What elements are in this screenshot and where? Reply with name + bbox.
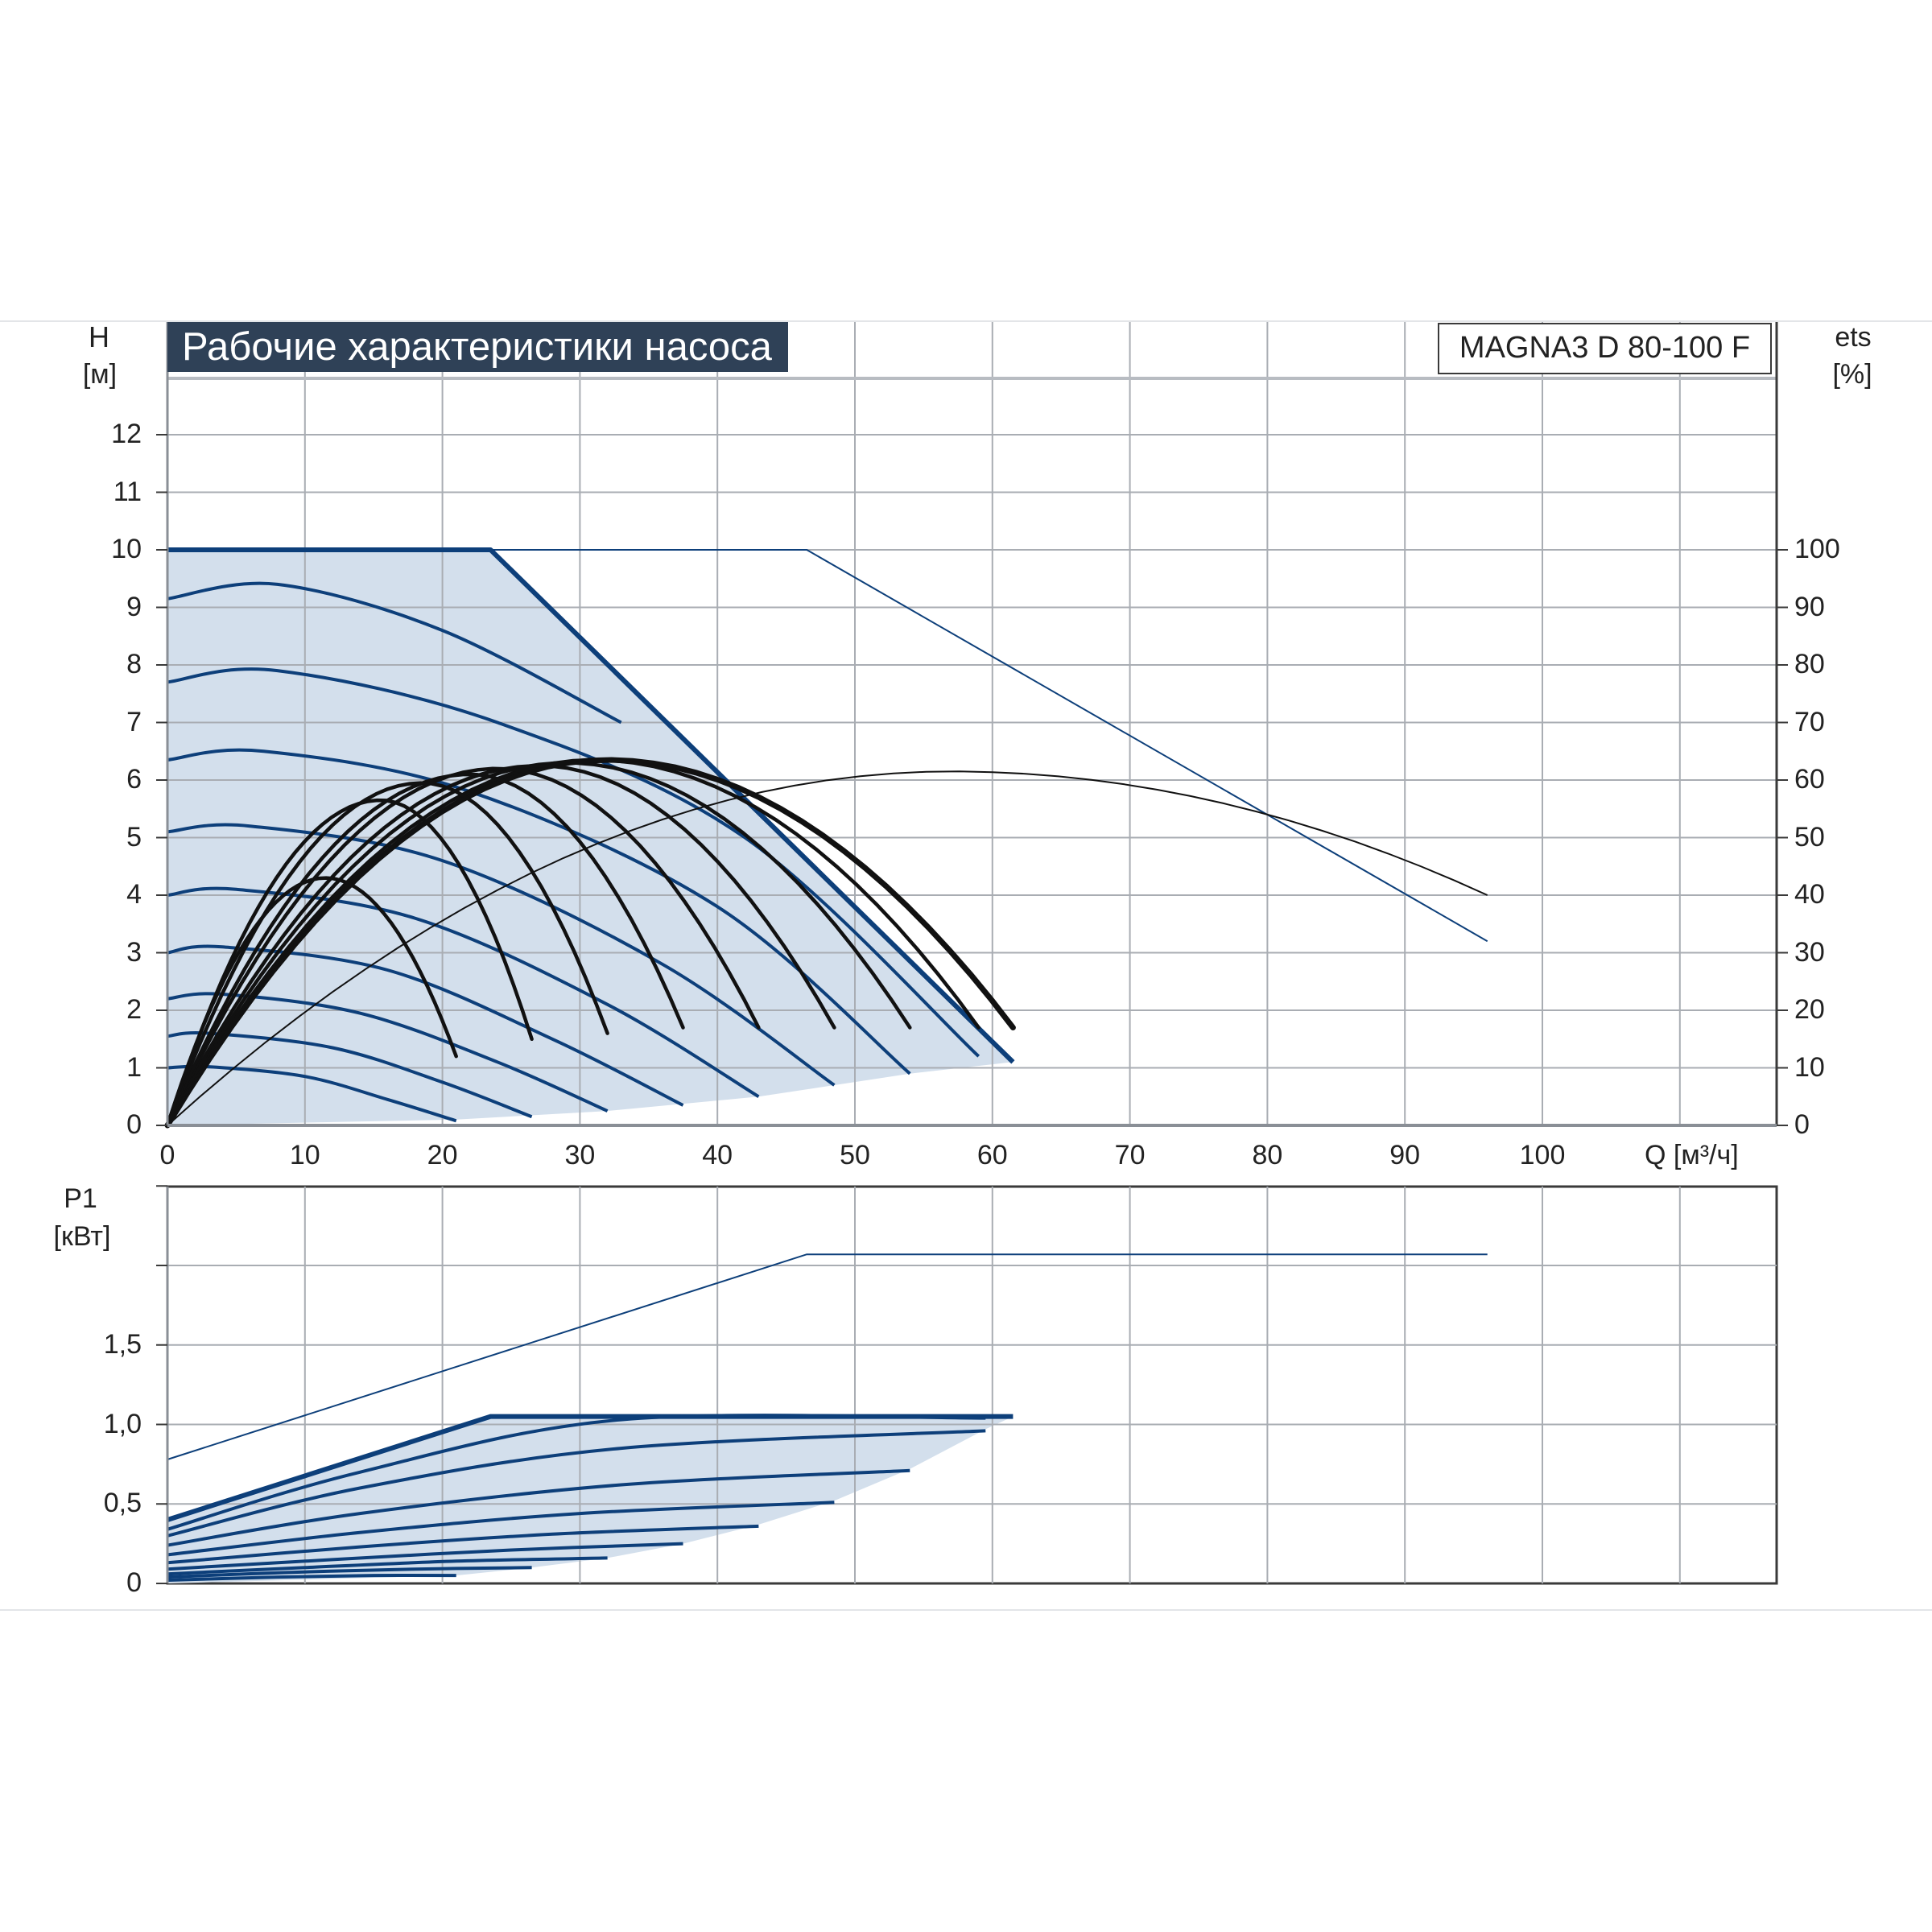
head-curve-max xyxy=(167,549,1488,943)
head-curve xyxy=(167,667,980,1058)
head-curve xyxy=(167,886,760,1099)
flow-xtick-label: 40 xyxy=(702,1140,733,1170)
power-curve-max xyxy=(167,1253,1488,1460)
flow-xtick-label: 50 xyxy=(840,1140,870,1170)
efficiency-ytick-label: 20 xyxy=(1794,994,1825,1025)
flow-xtick-label: 10 xyxy=(289,1140,320,1170)
efficiency-ytick-label: 50 xyxy=(1794,821,1825,852)
power-axis-unit: [кВт] xyxy=(53,1221,111,1252)
power-curve xyxy=(167,1501,835,1557)
efficiency-ytick-label: 40 xyxy=(1794,879,1825,910)
flow-xtick-label: 0 xyxy=(159,1140,175,1170)
head-ytick-label: 11 xyxy=(113,476,142,507)
power-ytick-label: 0 xyxy=(126,1567,142,1598)
flow-xtick-label: 20 xyxy=(427,1140,458,1170)
flow-xtick-label: 60 xyxy=(976,1140,1008,1170)
power-ytick-label: 1,0 xyxy=(103,1408,142,1439)
flow-xtick-label: 100 xyxy=(1519,1140,1566,1170)
head-curve xyxy=(167,823,836,1087)
power-curve xyxy=(167,1524,759,1565)
head-ytick-label: 8 xyxy=(126,649,142,679)
head-ytick-label: 1 xyxy=(126,1051,142,1083)
flow-xtick-label: 90 xyxy=(1389,1140,1421,1170)
efficiency-ytick-label: 90 xyxy=(1794,591,1825,622)
chart-title: Рабочие характеристики насоса xyxy=(167,322,788,372)
efficiency-axis-unit: [%] xyxy=(1832,359,1872,390)
efficiency-curve xyxy=(165,758,980,1128)
efficiency-curve xyxy=(165,798,534,1128)
efficiency-ytick-label: 60 xyxy=(1794,764,1825,795)
head-ytick-label: 3 xyxy=(126,936,142,968)
head-axis-unit: [м] xyxy=(82,359,118,390)
power-curve xyxy=(167,1429,986,1538)
head-ytick-label: 9 xyxy=(126,591,142,622)
head-ytick-label: 7 xyxy=(126,706,142,737)
head-ytick-label: 12 xyxy=(111,419,142,449)
efficiency-ytick-label: 0 xyxy=(1794,1109,1810,1140)
efficiency-axis-title: ets xyxy=(1835,322,1872,353)
head-axis-title: H xyxy=(89,320,109,353)
power-curve xyxy=(167,1414,986,1531)
flow-axis-label: Q [м³/ч] xyxy=(1645,1140,1739,1170)
head-ytick-label: 4 xyxy=(126,879,142,910)
head-ytick-label: 2 xyxy=(126,994,142,1025)
model-label: MAGNA3 D 80-100 F xyxy=(1438,323,1772,374)
head-ytick-label: 6 xyxy=(126,764,142,795)
efficiency-curve xyxy=(165,781,609,1128)
flow-xtick-label: 30 xyxy=(564,1140,596,1170)
efficiency-curve xyxy=(165,876,458,1128)
efficiency-ytick-label: 70 xyxy=(1794,706,1825,737)
power-curve xyxy=(167,1468,910,1547)
efficiency-curve-max xyxy=(167,770,1488,1126)
power-curve xyxy=(167,1573,456,1582)
efficiency-ytick-label: 80 xyxy=(1794,649,1825,679)
efficiency-ytick-label: 100 xyxy=(1794,534,1840,564)
efficiency-ytick-label: 30 xyxy=(1794,936,1825,968)
power-operating-area xyxy=(167,1416,1013,1583)
power-ytick-label: 0,5 xyxy=(103,1488,142,1519)
power-axis-title: P1 xyxy=(64,1183,97,1214)
head-ytick-label: 10 xyxy=(111,534,142,564)
head-curve xyxy=(167,944,684,1107)
flow-xtick-label: 80 xyxy=(1252,1140,1283,1170)
head-ytick-label: 5 xyxy=(126,821,142,852)
power-curve xyxy=(167,1566,532,1579)
head-ytick-label: 0 xyxy=(126,1109,142,1140)
flow-xtick-label: 70 xyxy=(1114,1140,1146,1170)
power-curve xyxy=(167,1542,683,1571)
power-curve xyxy=(167,1556,608,1576)
head-curve xyxy=(167,581,622,724)
efficiency-ytick-label: 10 xyxy=(1794,1051,1825,1083)
power-ytick-label: 1,5 xyxy=(103,1328,142,1360)
efficiency-curve xyxy=(165,766,761,1128)
